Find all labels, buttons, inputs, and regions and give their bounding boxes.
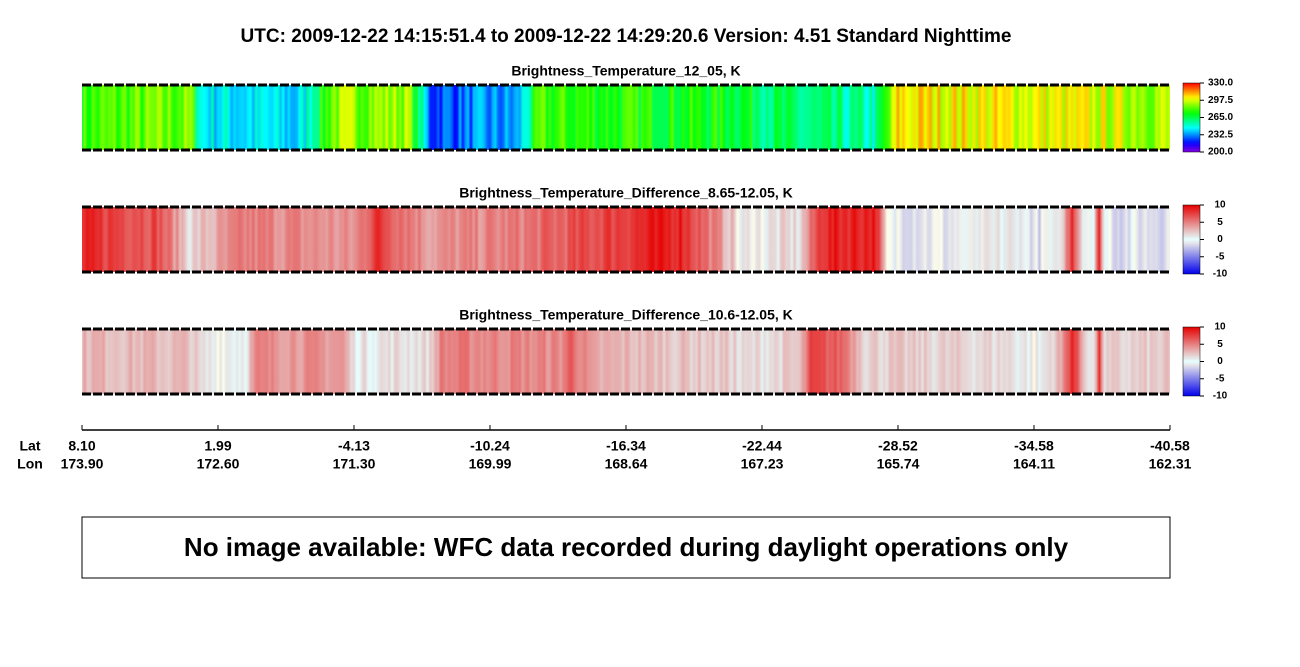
lon-value: 169.99 [469,456,512,472]
note-box [81,516,1171,579]
panel-title: Brightness_Temperature_12_05, K [511,63,740,79]
lat-label: Lat [20,438,41,454]
lon-value: 162.31 [1149,456,1192,472]
colorbar-tick-label: -5 [1216,251,1225,262]
lat-value: 8.10 [68,438,95,454]
lat-value: -28.52 [878,438,918,454]
colorbar-tick-label: 5 [1217,217,1223,228]
colorbar-tick-label: 0 [1217,356,1223,367]
lon-value: 168.64 [605,456,648,472]
lon-value: 173.90 [61,456,104,472]
colorbar-tick-label: 232.5 [1208,129,1233,140]
colorbar-tick-label: 10 [1214,322,1226,333]
colorbar-tick-label: 10 [1214,200,1226,211]
lat-value: 1.99 [204,438,231,454]
colorbar-tick-label: -5 [1216,373,1225,384]
lat-value: -40.58 [1150,438,1190,454]
colorbar-tick-label: 5 [1217,339,1223,350]
colorbar-tick-label: 200.0 [1208,147,1233,158]
lon-value: 167.23 [741,456,784,472]
lat-value: -22.44 [742,438,782,454]
colorbar-tick-label: 0 [1217,234,1223,245]
colorbar-tick-label: -10 [1213,391,1228,402]
colorbar-tick-label: 297.5 [1208,95,1233,106]
colorbar-tick-label: 330.0 [1208,78,1233,89]
lat-value: -16.34 [606,438,646,454]
lon-value: 165.74 [877,456,920,472]
note: No image available: WFC data recorded du… [184,532,1069,562]
colorbar [1182,204,1201,275]
swath-image [82,207,1170,272]
lat-value: -10.24 [470,438,510,454]
colorbar-tick-label: 265.0 [1208,112,1233,123]
lon-value: 171.30 [333,456,376,472]
lat-value: -4.13 [338,438,370,454]
lon-value: 172.60 [197,456,240,472]
panel-title: Brightness_Temperature_Difference_8.65-1… [459,185,793,201]
swath-image [82,329,1170,394]
lon-value: 164.11 [1013,456,1055,472]
swath-image [82,85,1170,150]
colorbar [1182,82,1201,153]
page-title: UTC: 2009-12-22 14:15:51.4 to 2009-12-22… [241,26,1012,47]
lon-label: Lon [17,456,43,472]
colorbar [1182,326,1201,397]
colorbar-tick-label: -10 [1213,269,1228,280]
panel-title: Brightness_Temperature_Difference_10.6-1… [459,307,793,323]
lat-value: -34.58 [1014,438,1054,454]
